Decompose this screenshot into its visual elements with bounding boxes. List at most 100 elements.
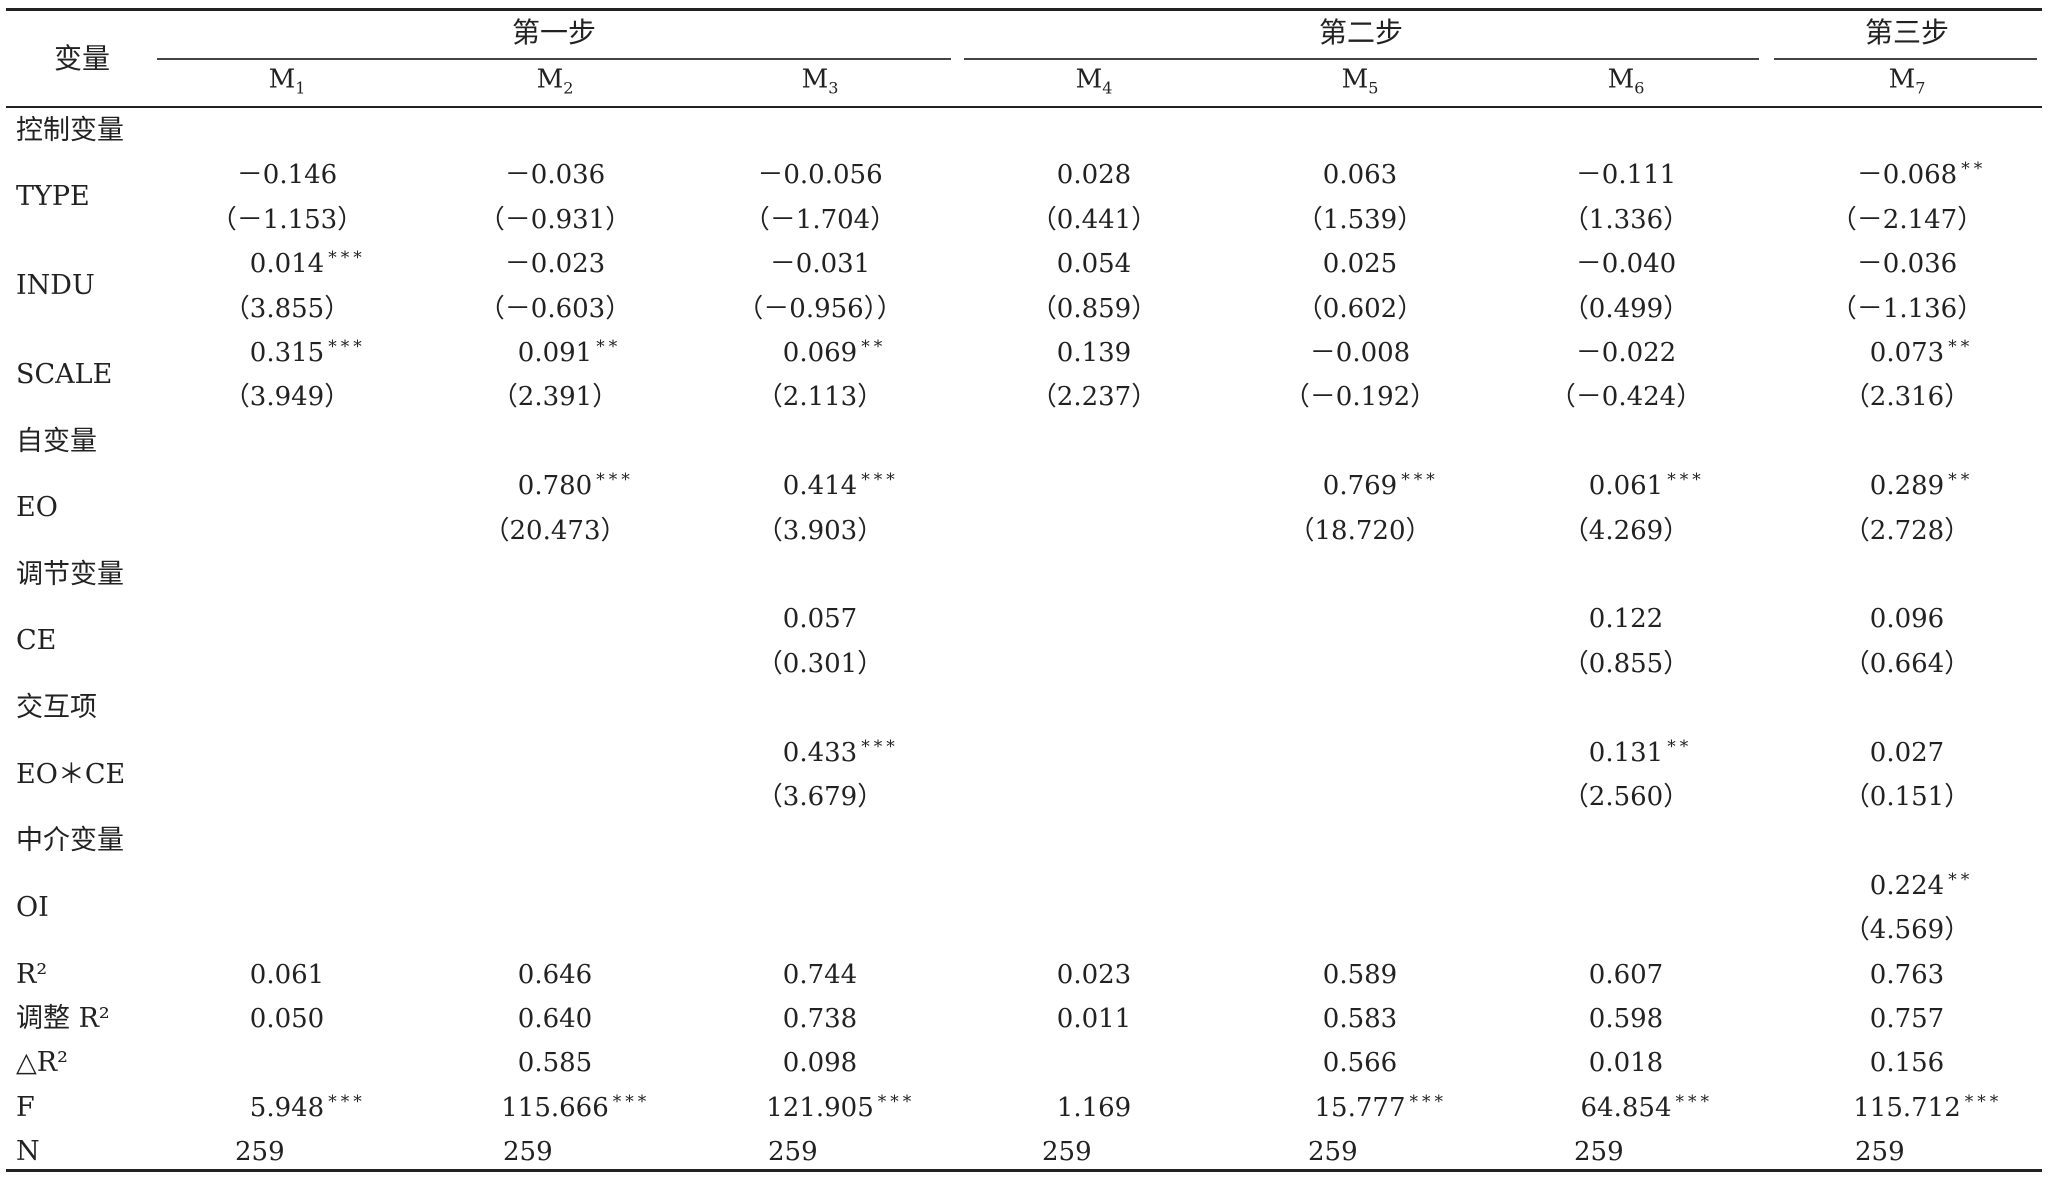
model-name: M [801,64,829,95]
stat-cell: 0.098 [782,1048,858,1079]
coefficient-cell: －0.008 [1309,338,1411,368]
model-subscript: 1 [295,78,306,98]
variable-label: EO [16,492,58,524]
significance-stars: ** [861,337,887,357]
group-step-2: 第二步 [1318,16,1404,49]
coefficient-cell: 0.091 ** [518,337,617,369]
coefficient-cell: 0.769 *** [1323,470,1435,502]
model-subscript: 3 [828,78,839,98]
stat-cell: 259 [1308,1137,1358,1168]
stat-cell: 0.738 [782,1004,858,1034]
model-header-m2: M2 [537,63,574,104]
coefficient-cell: 0.025 [1322,249,1398,280]
stat-cell: 115.666 *** [501,1092,646,1124]
model-header-m6: M6 [1608,63,1645,104]
t-value-cell: （－1.136） [1830,293,1984,324]
variable-label: CE [16,625,57,657]
stat-cell: 15.777 *** [1315,1092,1444,1124]
model-header-m7: M7 [1889,63,1926,104]
t-value-cell: （－0.424） [1549,382,1703,413]
stat-cell: 0.583 [1322,1004,1398,1034]
stat-cell: 5.948 *** [250,1092,362,1124]
coefficient-cell: －0.036 [504,160,606,191]
model-name: M [1075,64,1103,95]
t-value-cell: （2.237） [1030,382,1158,413]
coefficient-cell: 0.224 ** [1870,870,1969,902]
coefficient-cell: －0.040 [1575,249,1677,280]
stat-cell: 0.023 [1056,959,1132,990]
significance-stars: ** [1948,337,1974,357]
top-rule [6,8,2042,11]
variable-label: OI [16,891,49,923]
t-value-cell: （3.679） [756,782,884,812]
t-value-cell: （0.855） [1562,648,1690,679]
model-subscript: 2 [563,78,574,98]
significance-stars: *** [596,470,634,491]
t-value-cell: （4.269） [1562,515,1690,546]
stat-cell: 259 [235,1137,285,1168]
coefficient-cell: 0.073 ** [1870,337,1969,369]
t-value-cell: （－0.603） [478,293,632,324]
t-value-cell: （20.473） [483,515,627,546]
significance-stars: *** [1401,470,1439,491]
section-label: 调节变量 [16,559,124,590]
variable-label: SCALE [16,359,113,390]
t-value-cell: （1.539） [1296,204,1424,235]
stat-cell: 121.905 *** [766,1092,911,1124]
t-value-cell: （3.855） [223,293,351,324]
model-subscript: 5 [1368,78,1379,98]
model-header-m4: M4 [1076,63,1113,104]
stat-cell: 0.011 [1056,1004,1132,1034]
group-step-1: 第一步 [511,16,597,49]
t-value-cell: （0.602） [1296,293,1424,324]
t-value-cell: （2.560） [1562,782,1690,812]
t-value-cell: （－0.931） [478,204,632,235]
section-label: 控制变量 [16,115,124,146]
coefficient-cell: －0.022 [1575,338,1677,368]
coefficient-cell: 0.054 [1056,249,1132,280]
t-value-cell: （0.151） [1843,782,1971,812]
variable-label: TYPE [16,181,90,213]
significance-stars: *** [328,248,366,269]
stat-cell: 259 [1574,1137,1624,1168]
stat-cell: 0.566 [1322,1048,1398,1079]
coefficient-cell: 0.061 *** [1589,470,1701,502]
t-value-cell: （18.720） [1288,515,1432,546]
coefficient-cell: 0.433 *** [783,737,895,769]
stat-label: △R² [16,1047,68,1079]
stat-cell: 0.589 [1322,959,1398,990]
significance-stars: ** [1948,869,1974,890]
coefficient-cell: 0.131 ** [1589,737,1688,769]
stat-label: N [16,1136,40,1168]
significance-stars: *** [861,736,899,757]
coefficient-cell: 0.028 [1056,160,1132,191]
stat-cell: 0.061 [249,959,325,990]
significance-stars: *** [1409,1091,1447,1112]
model-header-m3: M3 [802,63,839,104]
coefficient-cell: 0.057 [782,604,858,635]
stat-cell: 0.018 [1588,1048,1664,1079]
t-value-cell: （－1.704） [743,204,897,235]
group-underline-2 [964,58,1759,60]
t-value-cell: （－0.192） [1283,382,1437,413]
stat-cell: 0.598 [1588,1004,1664,1034]
stat-cell: 1.169 [1056,1092,1132,1123]
stat-cell: 259 [768,1137,818,1168]
significance-stars: *** [328,1091,366,1112]
t-value-cell: （2.391） [491,382,619,413]
t-value-cell: （1.336） [1562,204,1690,235]
model-name: M [1341,64,1369,95]
stat-cell: 115.712 *** [1853,1092,1998,1124]
t-value-cell: （0.441） [1030,204,1158,235]
stat-cell: 0.757 [1869,1004,1945,1034]
bottom-rule [6,1169,2042,1172]
coefficient-cell: 0.139 [1056,338,1132,368]
coefficient-cell: －0.111 [1575,160,1677,191]
stat-label: 调整 R² [16,1003,110,1034]
significance-stars: *** [877,1091,916,1112]
model-subscript: 6 [1634,78,1645,98]
significance-stars: *** [1964,1091,2003,1112]
stat-cell: 259 [1855,1137,1905,1168]
t-value-cell: （2.113） [756,382,884,413]
coefficient-cell: 0.414 *** [783,470,895,502]
